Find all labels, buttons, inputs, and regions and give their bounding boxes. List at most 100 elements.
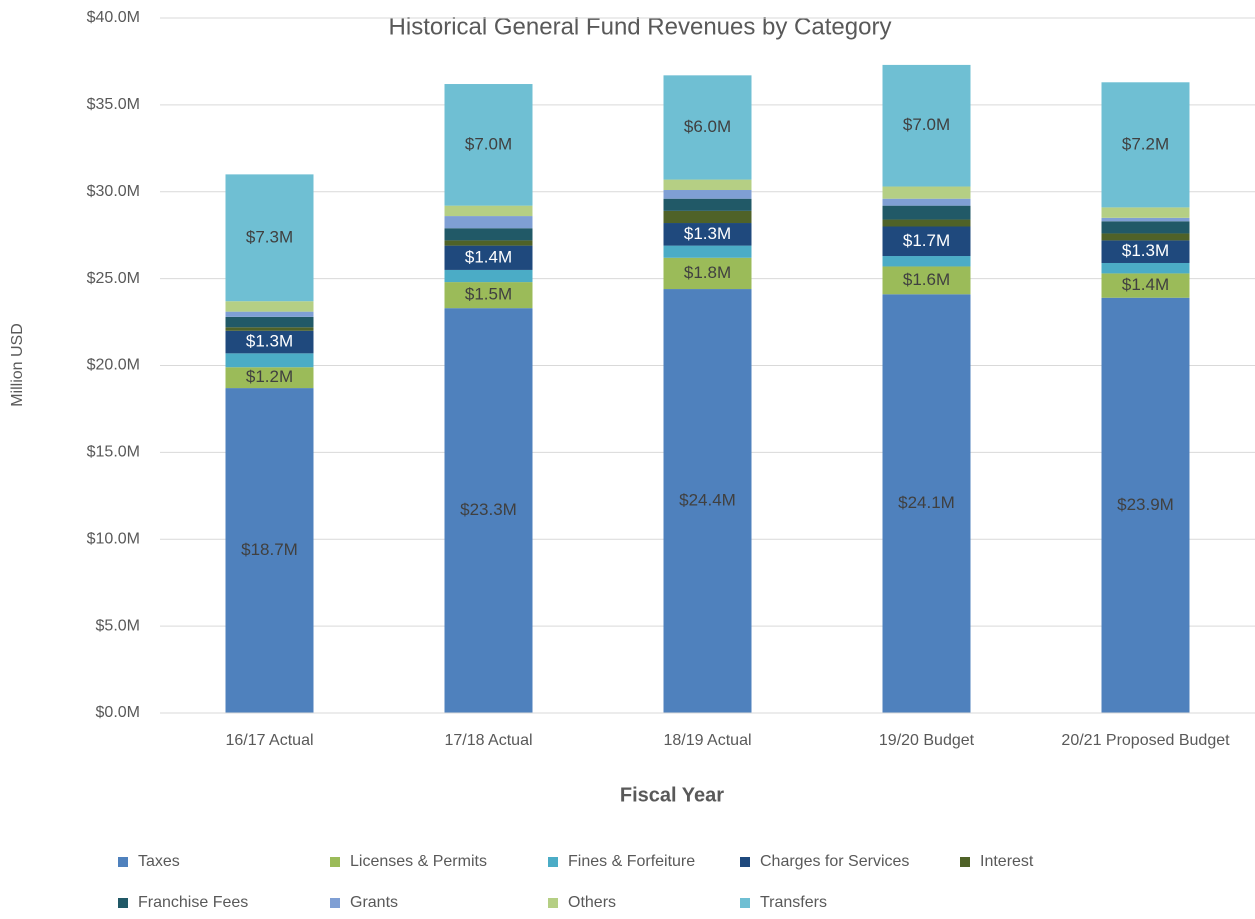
y-tick-label: $30.0M bbox=[87, 183, 140, 200]
bar-segment bbox=[1101, 217, 1190, 222]
bar-segment bbox=[882, 198, 971, 206]
legend-label: Others bbox=[568, 894, 616, 911]
data-label: $1.8M bbox=[684, 263, 731, 282]
bar-segment bbox=[444, 308, 533, 713]
x-tick-label: 18/19 Actual bbox=[663, 732, 751, 749]
bar-segment bbox=[444, 240, 533, 246]
data-label: $1.2M bbox=[246, 367, 293, 386]
bar-segment bbox=[882, 219, 971, 227]
bar-segment bbox=[882, 256, 971, 267]
bar-segment bbox=[1101, 82, 1190, 208]
bar-segment bbox=[1101, 240, 1190, 263]
bar-segment bbox=[1101, 273, 1190, 298]
bar-segment bbox=[1101, 207, 1190, 218]
bar-segment bbox=[882, 186, 971, 199]
x-tick-label: 19/20 Budget bbox=[879, 732, 975, 749]
data-label: $23.3M bbox=[460, 500, 517, 519]
bar-segment bbox=[1101, 221, 1190, 234]
bar-segment bbox=[225, 353, 314, 368]
y-tick-label: $0.0M bbox=[96, 704, 140, 721]
bar-segment bbox=[663, 223, 752, 246]
bar-segment bbox=[663, 75, 752, 180]
legend-label: Fines & Forfeiture bbox=[568, 853, 695, 870]
bar-segment bbox=[882, 226, 971, 257]
y-tick-label: $15.0M bbox=[87, 444, 140, 461]
data-label: $1.3M bbox=[246, 332, 293, 351]
bar-segment bbox=[225, 174, 314, 302]
bar-segment bbox=[1101, 297, 1190, 713]
bar-segment bbox=[444, 216, 533, 229]
bar-segment bbox=[663, 198, 752, 211]
legend-label: Interest bbox=[980, 853, 1034, 870]
data-label: $7.0M bbox=[903, 115, 950, 134]
legend-label: Licenses & Permits bbox=[350, 853, 487, 870]
data-label: $24.1M bbox=[898, 493, 955, 512]
bar-segment bbox=[882, 205, 971, 220]
bar-segment bbox=[444, 282, 533, 309]
legend-swatch bbox=[330, 898, 340, 908]
bar-segment bbox=[444, 245, 533, 270]
data-label: $1.4M bbox=[465, 247, 512, 266]
data-label: $18.7M bbox=[241, 540, 298, 559]
bar-segment bbox=[225, 311, 314, 317]
bar-segment bbox=[444, 205, 533, 217]
data-label: $1.5M bbox=[465, 285, 512, 304]
bar-segment bbox=[225, 316, 314, 328]
data-label: $1.6M bbox=[903, 270, 950, 289]
legend-swatch bbox=[330, 857, 340, 867]
legend-swatch bbox=[548, 898, 558, 908]
legend-label: Transfers bbox=[760, 894, 827, 911]
legend-swatch bbox=[740, 857, 750, 867]
y-tick-label: $10.0M bbox=[87, 530, 140, 547]
data-label: $7.0M bbox=[465, 134, 512, 153]
bar-segment bbox=[663, 190, 752, 199]
x-tick-label: 17/18 Actual bbox=[444, 732, 532, 749]
bar-segment bbox=[225, 301, 314, 312]
data-label: $1.3M bbox=[684, 224, 731, 243]
bar-segment bbox=[225, 388, 314, 713]
legend-swatch bbox=[960, 857, 970, 867]
bar-segment bbox=[444, 269, 533, 283]
data-label: $1.4M bbox=[1122, 275, 1169, 294]
bar-segment bbox=[444, 84, 533, 206]
y-tick-label: $25.0M bbox=[87, 270, 140, 287]
bar-segment bbox=[225, 367, 314, 389]
bar-segment bbox=[1101, 233, 1190, 241]
legend-label: Franchise Fees bbox=[138, 894, 248, 911]
bar-segment bbox=[225, 330, 314, 354]
data-label: $7.2M bbox=[1122, 134, 1169, 153]
x-tick-label: 20/21 Proposed Budget bbox=[1061, 732, 1230, 749]
bar-segment bbox=[882, 64, 971, 187]
chart-title: Historical General Fund Revenues by Cate… bbox=[389, 13, 892, 40]
legend-swatch bbox=[740, 898, 750, 908]
legend-label: Taxes bbox=[138, 853, 180, 870]
y-tick-label: $5.0M bbox=[96, 617, 140, 634]
bar-segment bbox=[882, 294, 971, 713]
data-label: $7.3M bbox=[246, 227, 293, 246]
data-label: $1.3M bbox=[1122, 241, 1169, 260]
bar-segment bbox=[663, 257, 752, 290]
x-tick-label: 16/17 Actual bbox=[225, 732, 313, 749]
y-tick-label: $35.0M bbox=[87, 96, 140, 113]
legend-swatch bbox=[118, 857, 128, 867]
bar-segment bbox=[663, 289, 752, 713]
bar-segment bbox=[225, 327, 314, 331]
bar-segment bbox=[882, 266, 971, 295]
y-tick-label: $20.0M bbox=[87, 357, 140, 374]
bar-segment bbox=[1101, 262, 1190, 274]
y-tick-label: $40.0M bbox=[87, 9, 140, 26]
bar-segment bbox=[444, 228, 533, 241]
y-axis-title: Million USD bbox=[9, 323, 26, 407]
bar-segment bbox=[663, 210, 752, 224]
bar-segment bbox=[663, 179, 752, 191]
legend-label: Charges for Services bbox=[760, 853, 909, 870]
data-label: $23.9M bbox=[1117, 495, 1174, 514]
legend-swatch bbox=[548, 857, 558, 867]
data-label: $1.7M bbox=[903, 231, 950, 250]
data-label: $6.0M bbox=[684, 117, 731, 136]
bar-segment bbox=[663, 245, 752, 258]
data-label: $24.4M bbox=[679, 491, 736, 510]
legend-label: Grants bbox=[350, 894, 398, 911]
x-axis-title: Fiscal Year bbox=[620, 784, 724, 806]
